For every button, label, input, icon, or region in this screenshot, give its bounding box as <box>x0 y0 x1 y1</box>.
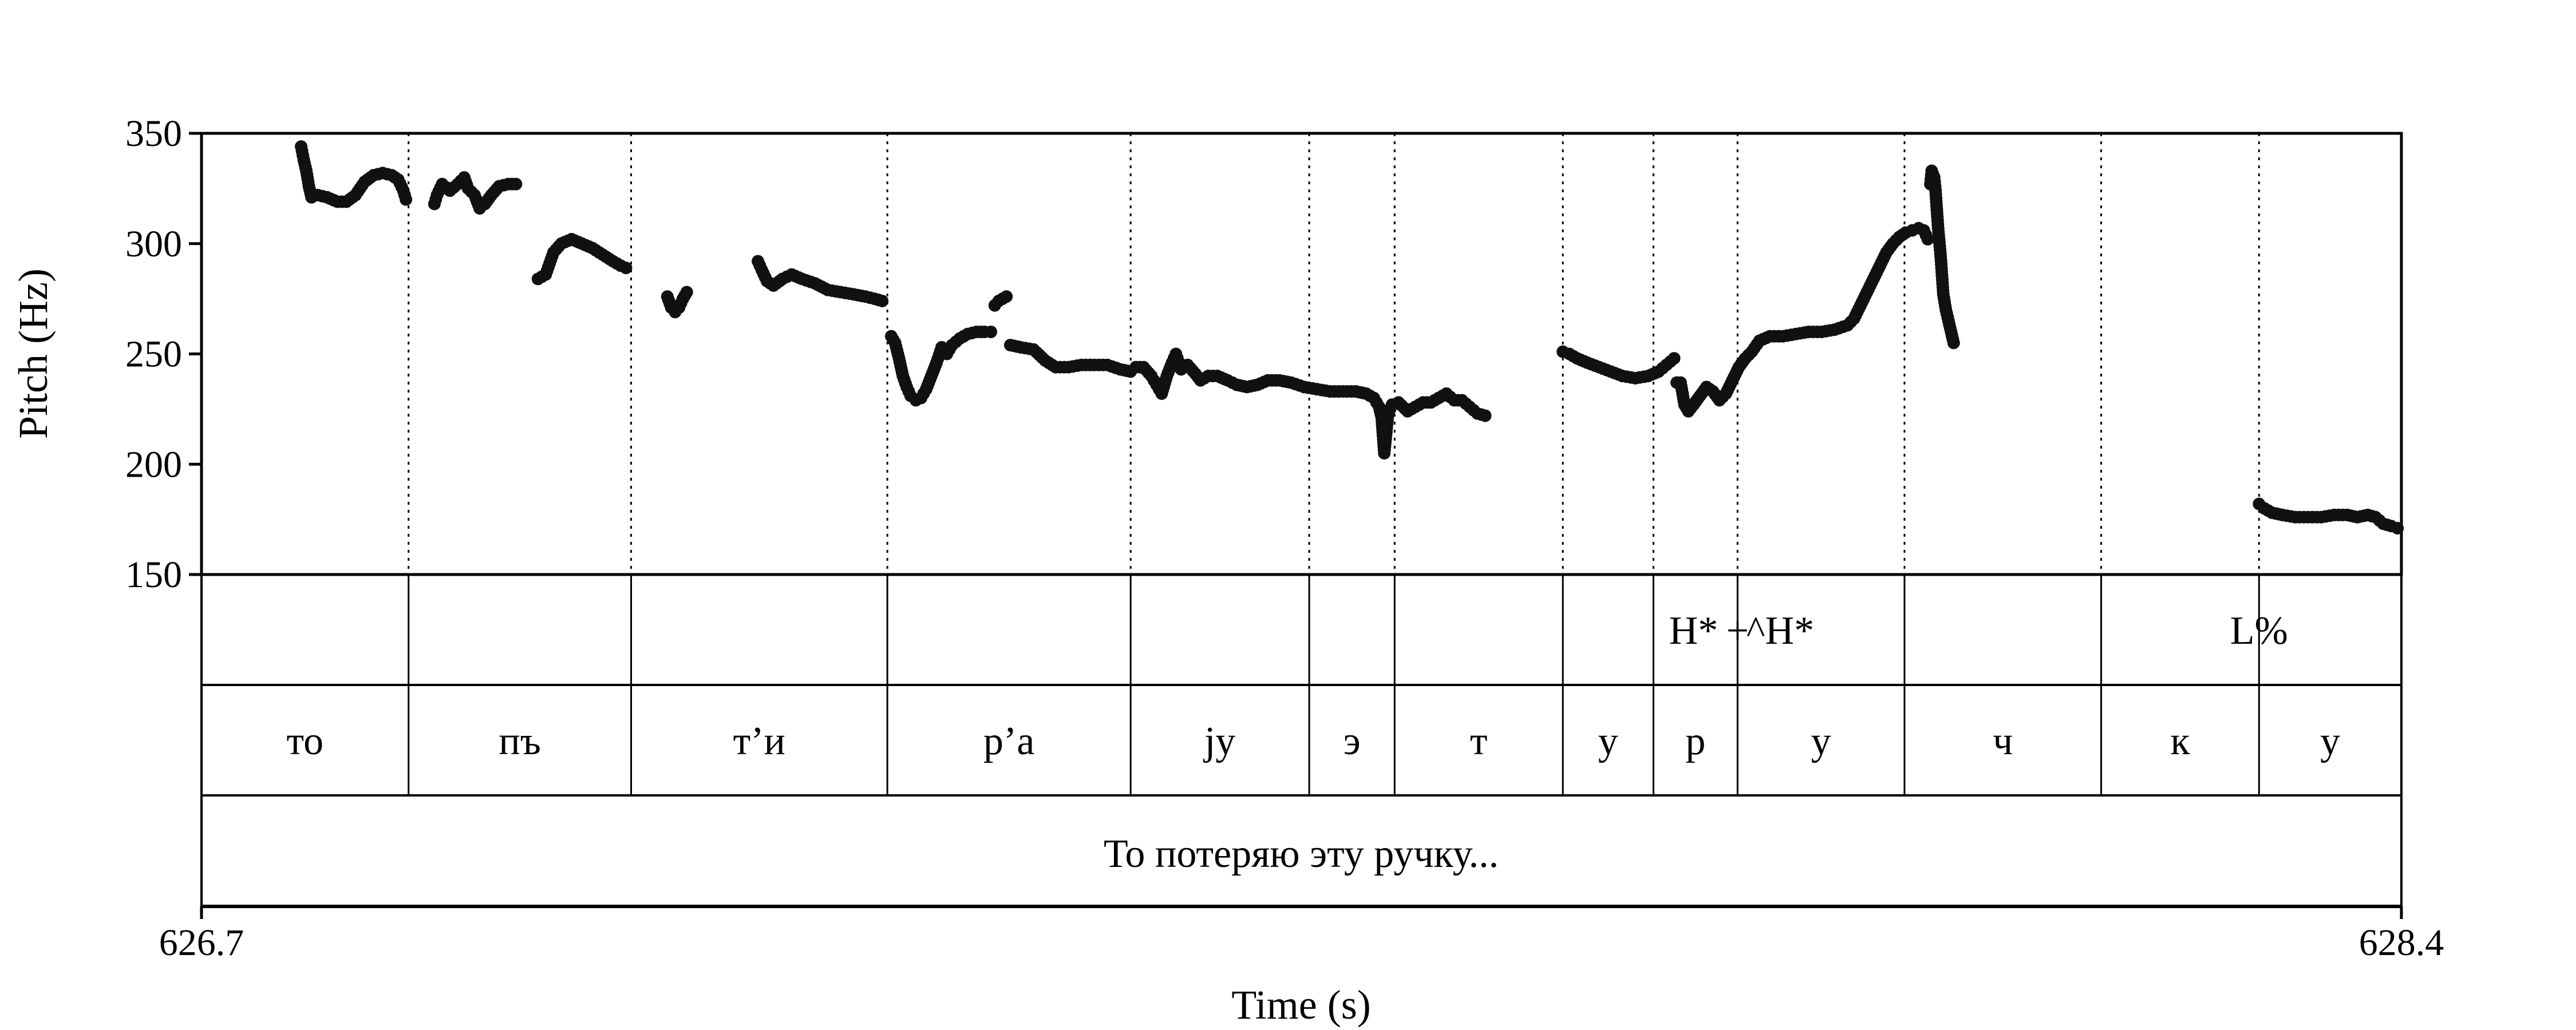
segment-label-12: у <box>2320 719 2340 763</box>
pitch-point-389 <box>1668 352 1681 365</box>
segment-label-0: то <box>287 719 324 763</box>
pitch-point-104 <box>619 262 633 275</box>
y-tick-label-3: 300 <box>125 223 182 265</box>
y-tick-label-1: 200 <box>125 443 182 485</box>
tone-label-2: ^H* <box>1747 609 1814 653</box>
segment-label-9: у <box>1811 719 1831 763</box>
tone-label-3: L% <box>2230 609 2288 653</box>
segment-label-2: т’и <box>733 719 785 763</box>
y-tick-label-0: 150 <box>125 554 182 596</box>
x-axis-title: Time (s) <box>1231 982 1370 1028</box>
segment-label-6: т <box>1470 719 1488 763</box>
segment-label-5: э <box>1344 719 1361 763</box>
segment-label-4: jу <box>1203 719 1235 763</box>
segment-label-1: пъ <box>499 719 541 763</box>
y-axis-ticks: 150 200 250 300 350 <box>125 113 202 596</box>
segment-label-3: р’а <box>983 719 1034 763</box>
x-tick-label-1: 628.4 <box>2359 922 2444 964</box>
tone-label-0: H* <box>1669 609 1718 653</box>
pitch-point-200 <box>1000 290 1013 303</box>
pitch-point-114 <box>680 286 693 299</box>
pitch-point-360 <box>1479 409 1492 422</box>
y-tick-label-2: 250 <box>125 334 182 375</box>
x-axis-ticks: 626.7 628.4 <box>159 906 2444 964</box>
pitch-point-42 <box>400 193 413 206</box>
pitch-point-535 <box>1947 336 1960 350</box>
pitch-point-196 <box>984 325 997 338</box>
tone-tier: H* +^H* L% <box>1669 609 2288 653</box>
pitch-point-74 <box>509 177 523 191</box>
pitch-point-150 <box>876 294 889 307</box>
x-tick-label-0: 626.7 <box>159 922 244 964</box>
segment-label-10: ч <box>1993 719 2013 763</box>
boundary-lines <box>408 133 2260 795</box>
segment-label-7: у <box>1598 719 1618 763</box>
segment-label-8: р <box>1685 719 1705 763</box>
sentence-label: То потеряю эту ручку... <box>1104 832 1499 876</box>
segment-tier: то пъ т’и р’а jу э т у р у ч к у <box>287 719 2341 763</box>
pitch-point-485 <box>1921 233 1934 246</box>
pitch-point-570 <box>2391 522 2404 535</box>
y-tick-label-4: 350 <box>125 113 182 154</box>
y-axis-title: Pitch (Hz) <box>10 268 56 439</box>
segment-label-11: к <box>2170 719 2190 763</box>
plot-frame <box>200 132 2403 908</box>
pitch-points <box>295 140 2404 535</box>
pitch-panel-frame <box>200 132 2403 576</box>
tone-label-1: + <box>1726 609 1749 653</box>
